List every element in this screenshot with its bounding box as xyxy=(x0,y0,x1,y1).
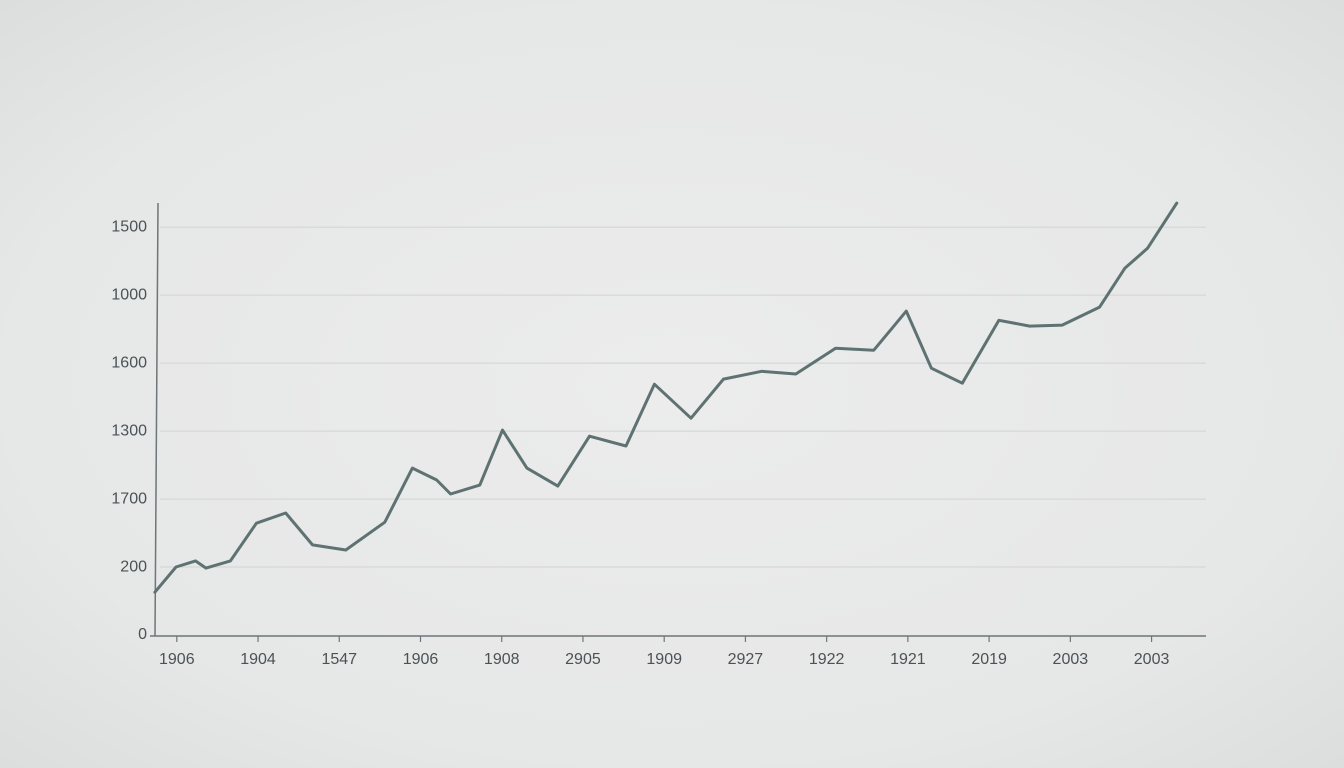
y-tick-label: 1700 xyxy=(111,490,147,507)
y-tick-label: 1300 xyxy=(111,422,147,439)
x-tick-label: 2019 xyxy=(971,651,1007,668)
y-tick-label: 0 xyxy=(138,626,147,643)
y-tick-label: 1600 xyxy=(111,354,147,371)
x-tick-label: 2003 xyxy=(1134,651,1170,668)
x-tick-label: 1909 xyxy=(646,651,682,668)
data-line xyxy=(153,201,1179,594)
x-tick-label: 1906 xyxy=(403,651,439,668)
y-tick-label: 200 xyxy=(120,558,147,575)
y-axis xyxy=(154,202,159,637)
x-tick-label: 2003 xyxy=(1053,651,1089,668)
x-tick-label: 1922 xyxy=(809,651,845,668)
x-tick-label: 2927 xyxy=(728,651,764,668)
y-tick-label: 1000 xyxy=(111,286,147,303)
y-tick-label: 1500 xyxy=(111,218,147,235)
x-tick-label: 1904 xyxy=(240,651,276,668)
x-tick-label: 1908 xyxy=(484,651,520,668)
x-tick-label: 1906 xyxy=(159,651,195,668)
x-tick-label: 2905 xyxy=(565,651,601,668)
x-tick-label: 1921 xyxy=(890,651,926,668)
x-tick-label: 1547 xyxy=(321,651,357,668)
